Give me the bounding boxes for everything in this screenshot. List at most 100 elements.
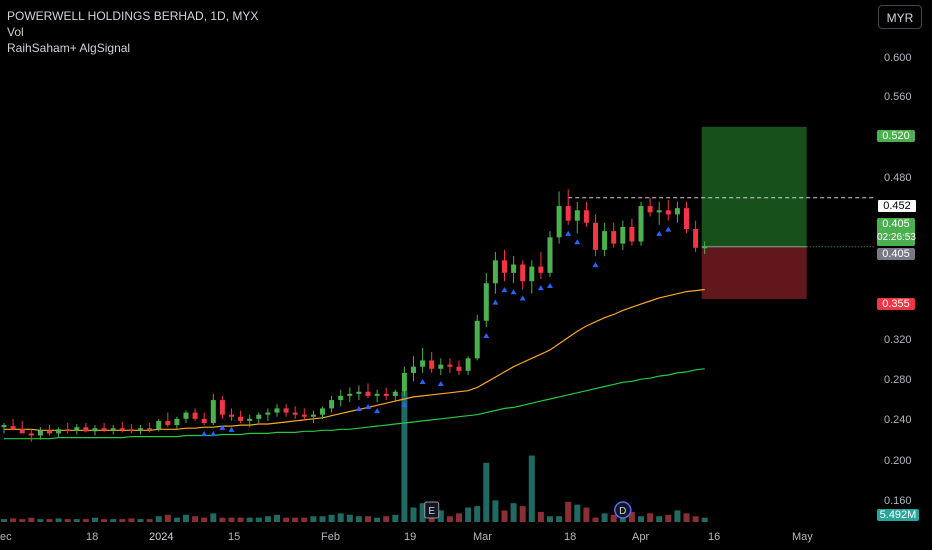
candle-body xyxy=(274,408,280,413)
candle-body xyxy=(338,395,344,401)
volume-bar xyxy=(556,516,563,522)
buy-signal-icon xyxy=(510,289,517,295)
candle-body xyxy=(110,428,116,431)
last-price-tag: 0.405 02:26:53 xyxy=(877,218,916,246)
volume-bar xyxy=(101,519,108,522)
volume-bar xyxy=(474,506,481,522)
volume-bar xyxy=(137,519,144,522)
x-tick-label: 18 xyxy=(564,531,577,543)
volume-bar xyxy=(510,503,517,522)
candle-body xyxy=(684,208,689,230)
y-tick-label: 0.320 xyxy=(884,334,912,346)
candle-body xyxy=(192,412,198,419)
candle-body xyxy=(574,210,580,221)
candle-body xyxy=(238,416,244,421)
volume-bar xyxy=(228,517,235,522)
candle-body xyxy=(483,283,489,321)
buy-signal-icon xyxy=(210,431,217,437)
volume-bar xyxy=(210,513,217,522)
candle-body xyxy=(65,429,71,431)
volume-bar xyxy=(46,519,53,522)
candle-body xyxy=(119,428,125,430)
buy-signal-icon xyxy=(201,431,208,437)
candle-body xyxy=(283,408,289,413)
candle-body xyxy=(37,430,43,436)
candle-body xyxy=(529,266,535,282)
x-tick-label: 19 xyxy=(404,531,417,543)
buy-signal-icon xyxy=(665,226,672,232)
signal-indicator-label[interactable]: RaihSaham+ AlgSignal xyxy=(7,41,131,55)
buy-signal-icon xyxy=(656,230,663,236)
buy-signal-icon xyxy=(519,295,526,301)
candle-body xyxy=(556,206,562,238)
volume-bar xyxy=(446,516,453,522)
candle-body xyxy=(201,418,207,424)
volume-bar xyxy=(656,516,663,522)
volume-bar xyxy=(437,510,444,522)
fast-moving-average-line xyxy=(4,288,705,431)
volume-bar xyxy=(410,507,417,522)
candle-body xyxy=(56,429,62,434)
candle-body xyxy=(156,420,162,430)
candle-body xyxy=(593,222,598,250)
symbol-title: POWERWELL HOLDINGS BERHAD, 1D, MYX xyxy=(7,9,259,23)
take-profit-zone xyxy=(701,126,807,247)
volume-bar xyxy=(392,514,399,522)
slow-moving-average-line xyxy=(4,368,705,440)
candle-body xyxy=(128,429,134,431)
volume-bar xyxy=(183,514,189,522)
volume-bar xyxy=(37,519,44,522)
candle-body xyxy=(383,393,389,396)
candle-body xyxy=(602,231,608,250)
volume-bar xyxy=(255,517,262,522)
dividend-marker-icon-label: D xyxy=(619,506,626,517)
candle-body xyxy=(92,428,98,432)
volume-bar xyxy=(674,510,681,522)
candle-body xyxy=(611,231,617,244)
bar-countdown: 02:26:53 xyxy=(877,232,916,243)
volume-bar xyxy=(128,518,135,522)
volume-bar xyxy=(192,516,199,522)
candle-body xyxy=(438,364,444,369)
currency-button[interactable]: MYR xyxy=(878,5,922,29)
stop-loss-zone xyxy=(701,246,807,299)
volume-bar xyxy=(264,516,271,522)
candle-body xyxy=(147,428,153,430)
volume-bar xyxy=(647,513,654,522)
volume-bar xyxy=(110,519,117,522)
volume-bar xyxy=(164,514,171,522)
volume-bar xyxy=(19,519,26,522)
buy-signal-icon xyxy=(483,333,490,339)
candle-body xyxy=(83,427,89,432)
last-price-value: 0.405 xyxy=(882,218,910,230)
volume-bar xyxy=(346,514,353,522)
candle-body xyxy=(138,428,143,431)
volume-bar xyxy=(319,516,326,522)
buy-signal-icon xyxy=(374,408,381,414)
volume-indicator-label[interactable]: Vol xyxy=(7,25,24,39)
y-tick-label: 0.280 xyxy=(884,374,912,386)
buy-signal-icon xyxy=(574,239,581,245)
candle-body xyxy=(447,364,453,367)
candle-body xyxy=(492,260,498,284)
y-tick-label: 0.240 xyxy=(884,414,912,426)
volume-bar xyxy=(519,506,526,522)
volume-bar xyxy=(328,514,335,522)
volume-bar xyxy=(456,513,462,522)
candle-body xyxy=(219,400,225,415)
earnings-marker-icon-label: E xyxy=(428,506,435,517)
volume-bar xyxy=(374,517,381,522)
buy-signal-icon xyxy=(437,381,444,387)
volume-bar xyxy=(337,513,344,522)
volume-bar xyxy=(119,519,126,522)
volume-bar xyxy=(537,511,544,522)
volume-bar xyxy=(401,392,408,522)
take-profit-tag: 0.520 xyxy=(877,130,915,142)
candle-body xyxy=(565,206,571,221)
candle-body xyxy=(647,206,653,213)
candle-body xyxy=(28,433,34,436)
candle-body xyxy=(183,412,189,419)
candle-body xyxy=(265,412,271,415)
candle-body xyxy=(456,366,462,371)
